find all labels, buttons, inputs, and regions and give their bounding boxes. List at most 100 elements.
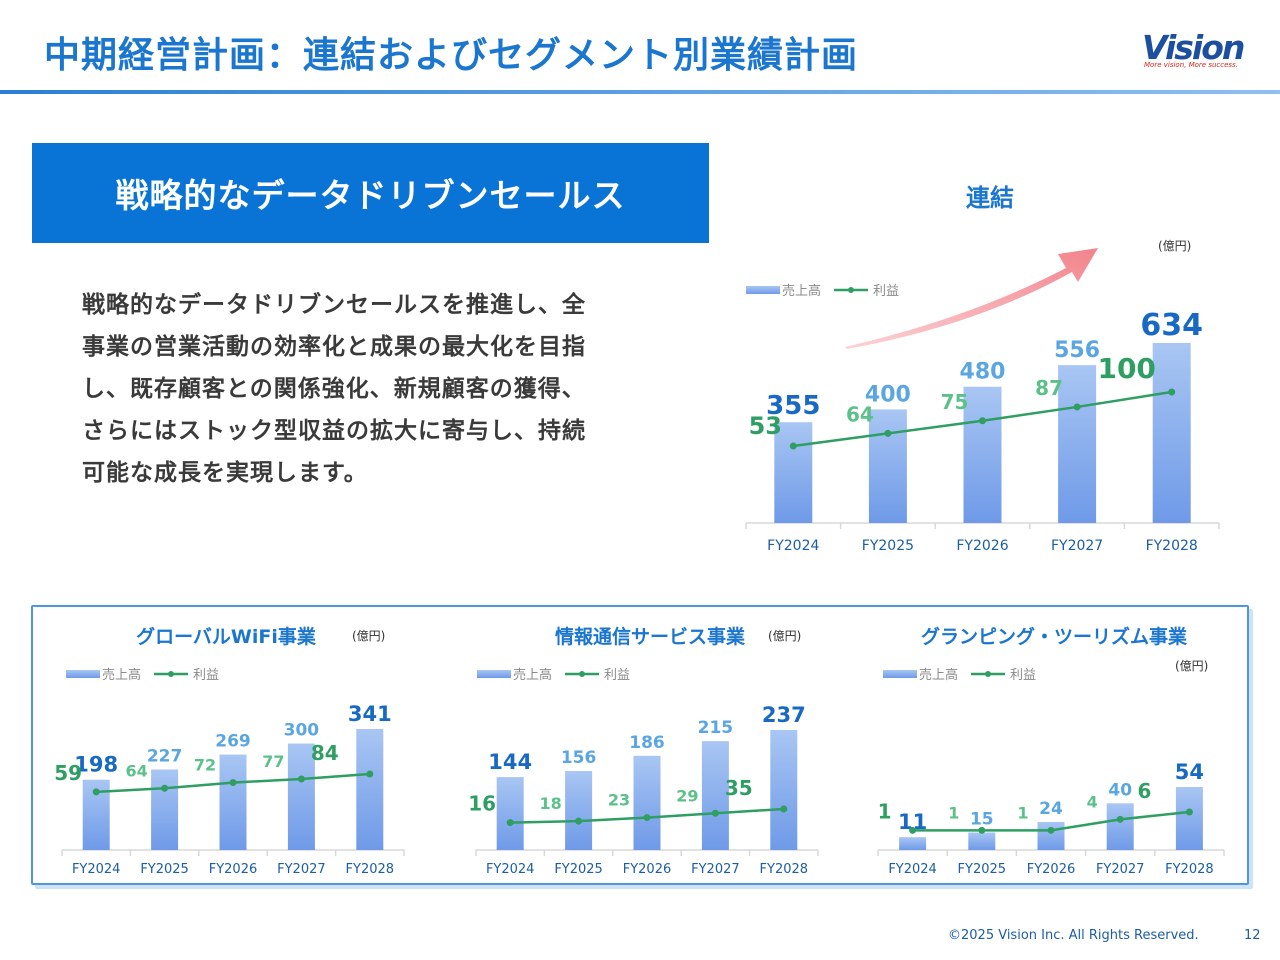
glamping-x-tick-label: FY2024 <box>888 862 937 877</box>
glamping-bar <box>968 832 996 850</box>
info-profit-point <box>780 805 788 813</box>
description-line: 戦略的なデータドリブンセールスを推進し、全 <box>82 292 586 318</box>
info-x-tick-label: FY2024 <box>486 862 535 877</box>
strategy-description: 戦略的なデータドリブンセールスを推進し、全 事業の営業活動の効率化と成果の最大化… <box>82 284 672 494</box>
wifi-bar-value-label: 227 <box>147 746 183 766</box>
info-legend-bar-label: 売上高 <box>513 667 552 683</box>
consolidated-profit-point <box>979 417 986 425</box>
consolidated-bar <box>774 422 813 523</box>
growth-arrow <box>845 248 1098 349</box>
wifi-profit-value-label: 64 <box>125 761 147 780</box>
consolidated-x-tick-label: FY2024 <box>767 538 819 554</box>
page-title: 中期経営計画：連結およびセグメント別業績計画 <box>44 35 859 76</box>
glamping-legend-bar-swatch <box>883 670 917 678</box>
info-unit-label: (億円) <box>768 629 801 643</box>
glamping-profit-point <box>1047 826 1055 834</box>
consolidated-legend-line-marker <box>848 287 854 293</box>
info-x-tick-label: FY2028 <box>760 862 809 877</box>
info-legend-bar-swatch <box>477 670 511 678</box>
wifi-unit-label: (億円) <box>352 629 385 643</box>
info-bar-value-label: 186 <box>629 733 665 753</box>
info-legend-line-marker <box>579 671 585 677</box>
consolidated-profit-point <box>789 442 797 450</box>
wifi-profit-point <box>297 775 305 783</box>
consolidated-bar-value-label: 480 <box>960 360 1006 385</box>
wifi-bar <box>287 743 315 850</box>
glamping-bar-value-label: 15 <box>970 810 994 830</box>
consolidated-x-tick-label: FY2025 <box>862 538 914 554</box>
glamping-profit-value-label: 1 <box>1017 803 1028 822</box>
glamping-profit-point <box>909 826 917 834</box>
strategy-banner: 戦略的なデータドリブンセールス <box>32 143 709 243</box>
description-line: さらにはストック型収益の拡大に寄与し、持続 <box>82 418 586 444</box>
wifi-x-tick-label: FY2026 <box>209 862 258 877</box>
wifi-profit-value-label: 84 <box>311 741 339 765</box>
wifi-bar-value-label: 341 <box>348 702 392 726</box>
glamping-profit-value-label: 6 <box>1137 779 1151 803</box>
logo-wordmark: Vision <box>1142 28 1245 67</box>
glamping-profit-point <box>978 826 986 834</box>
consolidated-profit-value-label: 75 <box>941 390 969 414</box>
wifi-x-tick-label: FY2024 <box>72 862 121 877</box>
consolidated-profit-value-label: 53 <box>749 412 782 440</box>
info-bar <box>565 771 593 850</box>
consolidated-unit-label: (億円) <box>1158 239 1191 253</box>
info-bar-value-label: 237 <box>762 703 806 727</box>
consolidated-legend-line-label: 利益 <box>873 284 899 299</box>
consolidated-bar <box>868 409 907 523</box>
info-bar-value-label: 156 <box>561 748 597 768</box>
wifi-profit-value-label: 77 <box>262 752 284 771</box>
wifi-bar-value-label: 269 <box>215 732 251 752</box>
wifi-profit-value-label: 59 <box>54 761 82 785</box>
wifi-bar <box>219 754 247 850</box>
title-divider <box>0 90 1280 94</box>
segment-panel <box>31 605 1249 885</box>
glamping-x-tick-label: FY2028 <box>1165 862 1214 877</box>
wifi-x-tick-label: FY2025 <box>140 862 189 877</box>
info-bar-value-label: 215 <box>698 718 734 738</box>
info-bar-value-label: 144 <box>488 750 532 774</box>
info-legend-line-label: 利益 <box>604 668 630 683</box>
glamping-bar <box>1037 822 1065 850</box>
info-chart-title: 情報通信サービス事業 <box>555 625 746 648</box>
copyright: ©2025 Vision Inc. All Rights Reserved. <box>948 928 1199 943</box>
glamping-bar-value-label: 40 <box>1108 780 1132 800</box>
wifi-profit-point <box>366 770 374 778</box>
info-profit-point <box>506 819 514 827</box>
wifi-legend-bar-swatch <box>66 670 100 678</box>
banner-text: 戦略的なデータドリブンセールス <box>115 176 626 215</box>
wifi-legend-bar-label: 売上高 <box>102 667 141 683</box>
wifi-bar-value-label: 300 <box>284 721 320 741</box>
consolidated-profit-value-label: 64 <box>846 402 874 426</box>
wifi-legend-line-label: 利益 <box>193 668 219 683</box>
wifi-x-tick-label: FY2028 <box>346 862 395 877</box>
description-line: 可能な成長を実現します。 <box>82 460 368 486</box>
consolidated-bar-value-label: 634 <box>1140 308 1203 343</box>
info-profit-value-label: 23 <box>608 791 630 810</box>
glamping-x-tick-label: FY2025 <box>958 862 1007 877</box>
glamping-bar <box>899 837 927 850</box>
consolidated-x-tick-label: FY2028 <box>1146 538 1198 554</box>
glamping-legend-bar-label: 売上高 <box>919 667 958 683</box>
page-number: 12 <box>1244 928 1261 943</box>
glamping-profit-point <box>1185 808 1193 816</box>
glamping-legend-line-label: 利益 <box>1010 668 1036 683</box>
consolidated-legend-bar-label: 売上高 <box>782 283 821 299</box>
info-bar <box>496 777 524 850</box>
consolidated-bar-value-label: 556 <box>1054 338 1100 363</box>
consolidated-bar-value-label: 400 <box>865 382 911 407</box>
consolidated-legend-bar-swatch <box>746 286 780 294</box>
consolidated-heading: 連結 <box>966 184 1014 212</box>
consolidated-profit-point <box>884 429 892 437</box>
consolidated-bar <box>963 386 1002 523</box>
wifi-bar <box>356 729 384 850</box>
wifi-chart-title: グローバルWiFi事業 <box>136 625 317 648</box>
consolidated-profit-point <box>1168 388 1176 396</box>
info-bar <box>633 755 661 850</box>
consolidated-x-tick-label: FY2026 <box>956 538 1008 554</box>
logo-tagline: More vision, More success. <box>1144 61 1238 69</box>
glamping-chart-title: グランピング・ツーリズム事業 <box>921 625 1188 648</box>
glamping-profit-value-label: 1 <box>878 799 892 823</box>
info-x-tick-label: FY2025 <box>554 862 603 877</box>
